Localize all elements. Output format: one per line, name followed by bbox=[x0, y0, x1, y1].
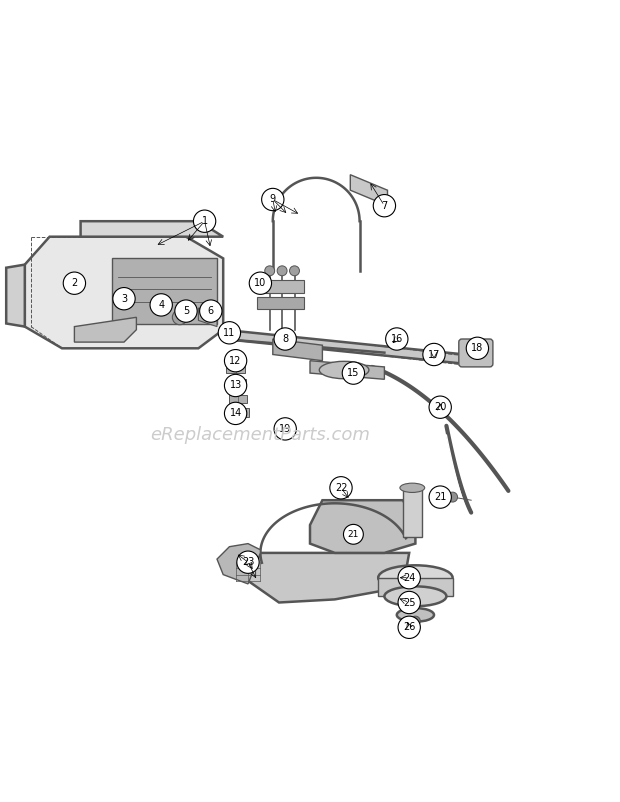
Circle shape bbox=[262, 188, 284, 211]
Circle shape bbox=[218, 322, 241, 344]
Polygon shape bbox=[223, 330, 465, 364]
Text: 25: 25 bbox=[403, 597, 415, 607]
Polygon shape bbox=[217, 544, 260, 584]
Polygon shape bbox=[229, 395, 247, 403]
Circle shape bbox=[343, 525, 363, 545]
Polygon shape bbox=[310, 361, 384, 379]
Text: 20: 20 bbox=[434, 402, 446, 412]
Text: 19: 19 bbox=[279, 424, 291, 434]
Circle shape bbox=[224, 350, 247, 372]
Circle shape bbox=[265, 265, 275, 276]
Circle shape bbox=[423, 343, 445, 366]
Circle shape bbox=[330, 476, 352, 499]
Circle shape bbox=[352, 527, 361, 536]
Text: 13: 13 bbox=[229, 380, 242, 391]
Text: 18: 18 bbox=[471, 343, 484, 354]
Circle shape bbox=[172, 310, 187, 325]
Polygon shape bbox=[403, 488, 422, 537]
FancyBboxPatch shape bbox=[459, 339, 493, 367]
Text: 11: 11 bbox=[223, 328, 236, 338]
Text: 22: 22 bbox=[335, 483, 347, 492]
Polygon shape bbox=[273, 339, 322, 361]
Text: eReplacementParts.com: eReplacementParts.com bbox=[151, 426, 370, 444]
Circle shape bbox=[342, 362, 365, 384]
Text: 9: 9 bbox=[270, 195, 276, 205]
Text: 4: 4 bbox=[158, 300, 164, 310]
Text: 23: 23 bbox=[242, 557, 254, 567]
Circle shape bbox=[224, 375, 247, 397]
Ellipse shape bbox=[397, 608, 434, 622]
Text: 1: 1 bbox=[202, 217, 208, 226]
Circle shape bbox=[150, 294, 172, 316]
Circle shape bbox=[429, 396, 451, 419]
Polygon shape bbox=[81, 221, 223, 237]
Circle shape bbox=[274, 328, 296, 350]
Polygon shape bbox=[198, 308, 217, 326]
Text: 6: 6 bbox=[208, 306, 214, 316]
Circle shape bbox=[290, 265, 299, 276]
Circle shape bbox=[410, 616, 420, 626]
Polygon shape bbox=[257, 297, 304, 310]
Circle shape bbox=[386, 328, 408, 350]
Polygon shape bbox=[248, 553, 409, 602]
Polygon shape bbox=[226, 365, 245, 373]
Text: 10: 10 bbox=[254, 278, 267, 288]
Circle shape bbox=[200, 300, 222, 322]
Polygon shape bbox=[25, 237, 223, 348]
Circle shape bbox=[175, 300, 197, 322]
Text: 21: 21 bbox=[434, 492, 446, 502]
Circle shape bbox=[274, 418, 296, 440]
Text: 16: 16 bbox=[391, 334, 403, 344]
Polygon shape bbox=[310, 500, 415, 553]
Circle shape bbox=[429, 486, 451, 508]
Circle shape bbox=[277, 265, 287, 276]
Polygon shape bbox=[378, 577, 453, 597]
Circle shape bbox=[113, 288, 135, 310]
Circle shape bbox=[398, 616, 420, 638]
Polygon shape bbox=[112, 258, 217, 323]
Circle shape bbox=[448, 492, 458, 502]
Circle shape bbox=[466, 337, 489, 359]
Text: 2: 2 bbox=[71, 278, 78, 288]
Text: 26: 26 bbox=[403, 622, 415, 632]
Circle shape bbox=[237, 551, 259, 573]
Text: 24: 24 bbox=[403, 573, 415, 583]
Text: 14: 14 bbox=[229, 408, 242, 419]
Circle shape bbox=[63, 272, 86, 294]
Polygon shape bbox=[350, 175, 388, 205]
Circle shape bbox=[373, 195, 396, 217]
Ellipse shape bbox=[319, 362, 369, 379]
Circle shape bbox=[398, 591, 420, 614]
Text: 17: 17 bbox=[428, 350, 440, 359]
Text: 12: 12 bbox=[229, 356, 242, 366]
Text: 8: 8 bbox=[282, 334, 288, 344]
Ellipse shape bbox=[400, 483, 425, 492]
Text: 5: 5 bbox=[183, 306, 189, 316]
Ellipse shape bbox=[384, 586, 446, 606]
Text: 21: 21 bbox=[348, 530, 359, 539]
Polygon shape bbox=[257, 280, 304, 293]
Text: 7: 7 bbox=[381, 200, 388, 211]
Text: 3: 3 bbox=[121, 294, 127, 304]
Text: 15: 15 bbox=[347, 368, 360, 378]
Circle shape bbox=[249, 272, 272, 294]
Polygon shape bbox=[228, 379, 246, 387]
Polygon shape bbox=[230, 408, 249, 416]
Circle shape bbox=[224, 403, 247, 424]
Circle shape bbox=[398, 566, 420, 589]
Polygon shape bbox=[74, 318, 136, 342]
Circle shape bbox=[193, 210, 216, 233]
Ellipse shape bbox=[378, 565, 453, 590]
Polygon shape bbox=[428, 353, 443, 362]
Polygon shape bbox=[6, 265, 25, 326]
